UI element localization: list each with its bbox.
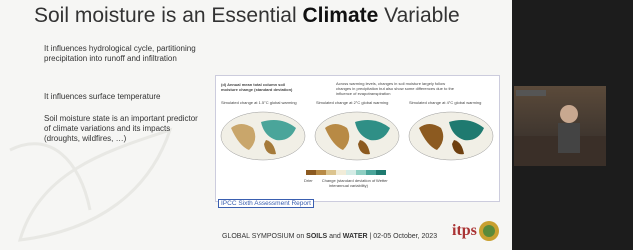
logo: itps xyxy=(452,222,477,240)
colorbar-label: Drier xyxy=(304,178,313,183)
title-bold: Climate xyxy=(302,4,378,27)
colorbar-caption: Change (standard deviation of interannua… xyxy=(321,178,376,188)
bullet: It influences hydrological cycle, partit… xyxy=(44,44,204,64)
footer-bold: SOILS xyxy=(306,233,327,240)
bullet: It influences surface temperature xyxy=(44,92,204,102)
footer: GLOBAL SYMPOSIUM on SOILS and WATER | 02… xyxy=(222,233,437,240)
map xyxy=(409,112,493,160)
slide-title: Soil moisture is an Essential Climate Va… xyxy=(34,4,460,28)
screen: Soil moisture is an Essential Climate Va… xyxy=(0,0,633,250)
figure: (d) Annual mean total column soil moistu… xyxy=(215,75,500,202)
map xyxy=(315,112,399,160)
map-title: Simulated change at 4°C global warming xyxy=(409,100,494,105)
slide: Soil moisture is an Essential Climate Va… xyxy=(0,0,512,250)
footer-text: | 02-05 October, 2023 xyxy=(370,233,438,240)
footer-bold: WATER xyxy=(343,233,368,240)
footer-text: and xyxy=(329,233,341,240)
map-title: Simulated change at 2°C global warming xyxy=(316,100,401,105)
colorbar-label: Wetter xyxy=(376,178,388,183)
colorbar xyxy=(306,170,386,175)
figure-note: Across warming levels, changes in soil m… xyxy=(336,81,456,96)
source-link[interactable]: IPCC Sixth Assessment Report xyxy=(218,199,314,208)
map xyxy=(221,112,305,160)
footer-text: GLOBAL SYMPOSIUM on xyxy=(222,233,304,240)
speaker-figure xyxy=(514,86,606,166)
speaker-video xyxy=(514,86,606,166)
logo-emblem xyxy=(478,220,500,242)
figure-heading: (d) Annual mean total column soil moistu… xyxy=(221,82,301,92)
bullet: Soil moisture state is an important pred… xyxy=(44,114,204,144)
title-text: Soil moisture is an Essential xyxy=(34,4,297,27)
map-title: Simulated change at 1.5°C global warming xyxy=(221,100,306,105)
title-text: Variable xyxy=(384,4,460,27)
